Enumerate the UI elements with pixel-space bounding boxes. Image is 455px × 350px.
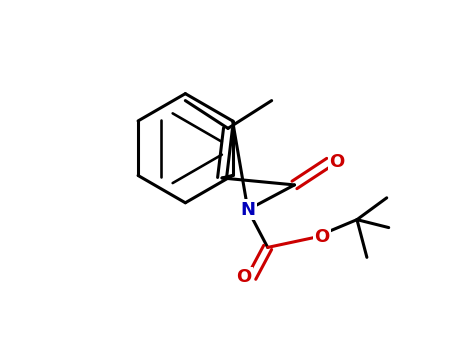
- Text: O: O: [329, 153, 345, 171]
- Text: O: O: [236, 268, 252, 286]
- Text: N: N: [240, 201, 255, 219]
- Text: O: O: [314, 229, 330, 246]
